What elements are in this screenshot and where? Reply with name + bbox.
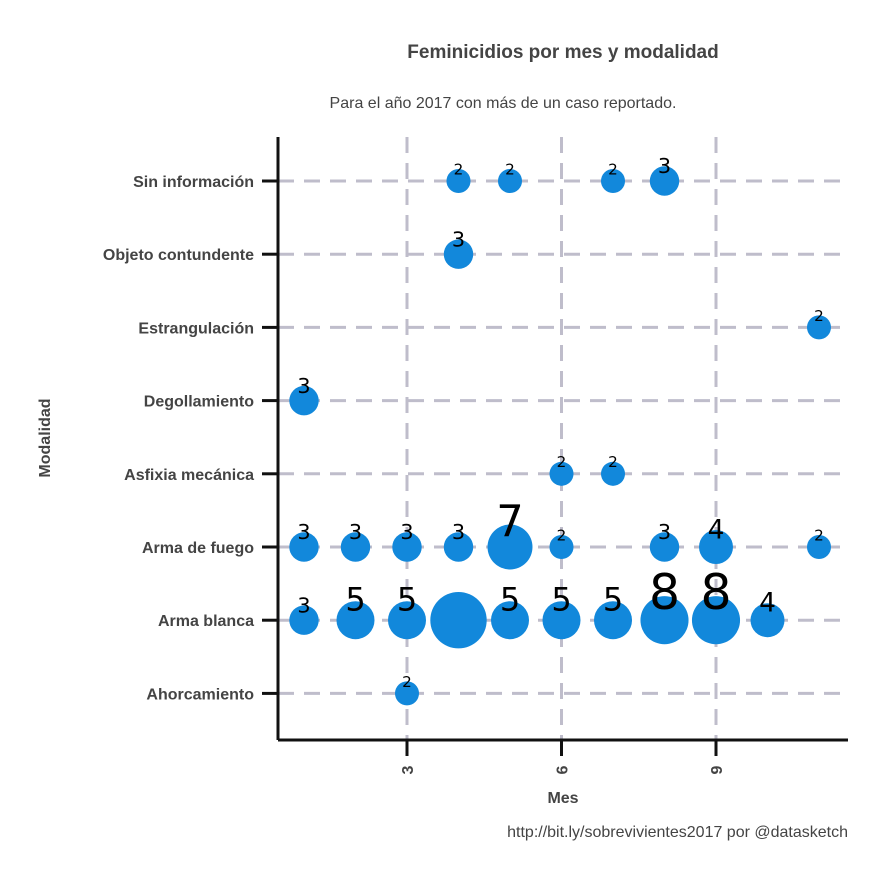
bubbles	[289, 166, 832, 706]
y-tick-label-ahorcamiento: Ahorcamiento	[146, 686, 254, 703]
data-label-arma-blanca-mes-5: 5	[500, 581, 520, 619]
y-tick-label-arma-blanca: Arma blanca	[158, 613, 254, 630]
data-label-arma-blanca-mes-9: 8	[700, 564, 731, 621]
x-axis-ticks: 3 6 9	[400, 740, 726, 774]
data-label-arma-de-fuego-mes-4: 3	[452, 520, 465, 544]
data-label-estrangulacion-mes-11: 2	[814, 307, 824, 325]
data-label-sin-informacion-mes-7: 2	[608, 160, 618, 178]
bubble-arma-de-fuego-mes-1	[289, 532, 319, 562]
bubble-arma-de-fuego-mes-2	[340, 532, 371, 562]
bubble-arma-de-fuego-mes-8	[649, 532, 680, 562]
data-label-arma-de-fuego-mes-1: 3	[297, 520, 310, 544]
data-label-arma-blanca-mes-10: 4	[759, 587, 776, 618]
bubble-arma-blanca-mes-4	[430, 592, 487, 649]
bubble-arma-blanca-mes-2	[336, 601, 375, 640]
bubble-arma-blanca-mes-1	[289, 605, 319, 635]
data-label-arma-de-fuego-mes-6: 2	[557, 526, 567, 544]
chart-title: Feminicidios por mes y modalidad	[407, 42, 718, 63]
chart-caption: http://bit.ly/sobrevivientes2017 por @da…	[507, 824, 848, 841]
data-label-asfixia-mecanica-mes-7: 2	[608, 453, 618, 471]
bubble-arma-de-fuego-mes-6	[549, 534, 574, 560]
bubble-degollamiento-mes-1	[289, 385, 319, 416]
chart-subtitle: Para el año 2017 con más de un caso repo…	[330, 95, 677, 112]
bubble-arma-blanca-mes-9	[691, 596, 741, 645]
bubble-sin-informacion-mes-7	[600, 168, 626, 194]
y-axis-ticks: Ahorcamiento Arma blanca Arma de fuego Asfi…	[103, 174, 278, 703]
data-label-sin-informacion-mes-4: 2	[454, 160, 464, 178]
data-label-sin-informacion-mes-8: 3	[658, 154, 671, 178]
y-tick-label-degollamiento: Degollamiento	[144, 394, 254, 411]
bubble-estrangulacion-mes-11	[806, 315, 832, 340]
x-tick-label-6: 6	[555, 765, 572, 774]
data-label-arma-de-fuego-mes-5: 7	[496, 497, 523, 547]
bubble-arma-blanca-mes-3	[387, 601, 427, 640]
bubble-arma-blanca-mes-8	[640, 596, 689, 645]
data-label-arma-de-fuego-mes-3: 3	[400, 520, 413, 544]
bubble-sin-informacion-mes-8	[649, 166, 680, 196]
data-label-arma-de-fuego-mes-2: 3	[349, 520, 362, 544]
y-tick-label-objeto-contundente: Objeto contundente	[103, 247, 254, 264]
data-label-arma-de-fuego-mes-11: 2	[814, 526, 824, 544]
y-tick-label-estrangulacion: Estrangulación	[138, 320, 254, 337]
bubble-ahorcamiento-mes-3	[394, 681, 420, 706]
y-axis-label: Modalidad	[37, 398, 54, 477]
x-tick-label-9: 9	[709, 765, 726, 774]
data-label-degollamiento-mes-1: 3	[297, 374, 310, 398]
data-label-arma-blanca-mes-3: 5	[397, 581, 417, 619]
bubble-asfixia-mecanica-mes-7	[600, 461, 626, 486]
y-tick-label-sin-informacion: Sin información	[133, 174, 254, 191]
data-label-arma-blanca-mes-7: 5	[603, 581, 623, 619]
data-label-arma-blanca-mes-8: 8	[649, 564, 680, 621]
bubble-arma-de-fuego-mes-9	[699, 530, 733, 564]
bubble-asfixia-mecanica-mes-6	[549, 461, 574, 486]
grid-lines	[278, 137, 848, 740]
bubble-arma-blanca-mes-7	[593, 601, 633, 640]
x-tick-label-3: 3	[400, 765, 417, 774]
bubble-objeto-contundente-mes-4	[443, 239, 474, 269]
data-label-arma-de-fuego-mes-8: 3	[658, 520, 671, 544]
data-label-objeto-contundente-mes-4: 3	[452, 227, 465, 251]
bubble-sin-informacion-mes-5	[497, 168, 523, 194]
bubble-arma-blanca-mes-10	[750, 603, 785, 638]
y-tick-label-arma-de-fuego: Arma de fuego	[142, 540, 254, 557]
bubble-arma-de-fuego-mes-4	[443, 532, 474, 562]
data-label-arma-blanca-mes-2: 5	[345, 581, 365, 619]
y-tick-label-asfixia-mecanica: Asfixia mecánica	[124, 467, 254, 484]
data-label-asfixia-mecanica-mes-6: 2	[557, 453, 567, 471]
data-label-arma-de-fuego-mes-9: 4	[708, 514, 725, 545]
x-axis-label: Mes	[547, 790, 578, 807]
bubble-sin-informacion-mes-4	[446, 168, 471, 194]
bubble-arma-blanca-mes-6	[542, 601, 581, 640]
bubble-arma-de-fuego-mes-11	[806, 534, 832, 560]
bubble-arma-blanca-mes-5	[490, 601, 530, 640]
data-label-sin-informacion-mes-5: 2	[505, 160, 515, 178]
bubble-arma-de-fuego-mes-5	[487, 524, 533, 570]
data-label-arma-blanca-mes-6: 5	[551, 581, 571, 619]
bubble-arma-de-fuego-mes-3	[392, 532, 422, 562]
data-label-ahorcamiento-mes-3: 2	[402, 673, 412, 691]
data-label-arma-blanca-mes-1: 3	[297, 593, 310, 617]
